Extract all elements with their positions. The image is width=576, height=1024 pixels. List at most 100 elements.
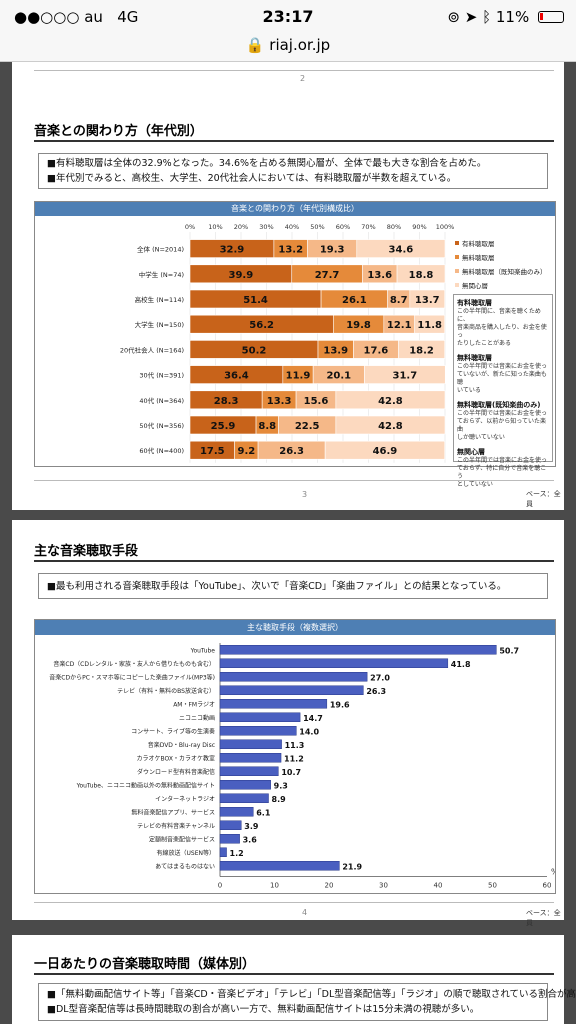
slide-title: 一日あたりの音楽聴取時間（媒体別） <box>34 957 256 972</box>
bar-segment <box>335 390 446 410</box>
category-label: 有線放送（USEN等） <box>157 849 215 857</box>
slide-page-5: 一日あたりの音楽聴取時間（媒体別） ■「無料動画配信サイト等」「音楽CD・音楽ビ… <box>12 935 576 1024</box>
location-icon: ➤ <box>464 8 478 26</box>
definition-text: たりしたことがある <box>457 340 512 347</box>
category-label: 30代 (N=391) <box>139 371 184 380</box>
x-tick-label: 70% <box>361 223 375 231</box>
summary-box: ■有料聴取層は全体の32.9%となった。34.6%を占める無関心層が、全体で最も… <box>38 153 548 189</box>
summary-bullet: ■「無料動画配信サイト等」「音楽CD・音楽ビデオ」「テレビ」「DL型音楽配信等」… <box>47 989 576 1000</box>
bar <box>219 861 340 871</box>
data-label: 26.1 <box>342 295 367 306</box>
data-label: 13.3 <box>267 396 292 407</box>
definition-title: 無料聴取層 <box>457 354 492 362</box>
x-tick-label: 80% <box>387 223 401 231</box>
x-tick-label: 100% <box>436 223 455 231</box>
status-bar: ●●○○○ au 4G 23:17 ⊚ ➤ ᛒ 11% <box>0 0 576 34</box>
category-label: 大学生 (N=150) <box>135 320 184 329</box>
data-label: 27.0 <box>370 673 390 682</box>
data-label: 14.0 <box>299 727 319 736</box>
category-label: あてはまるものはない <box>155 863 215 870</box>
summary-bullet: ■有料聴取層は全体の32.9%となった。34.6%を占める無関心層が、全体で最も… <box>47 158 487 169</box>
data-label: 26.3 <box>366 687 386 696</box>
page-number: 2 <box>300 74 306 83</box>
x-tick-label: 50 <box>488 882 497 890</box>
definition-text: ていないが、新たに知った楽曲も聴 <box>457 371 547 386</box>
address-bar[interactable]: 🔒 riaj.or.jp <box>0 34 576 62</box>
definition-text: としていない <box>457 481 493 488</box>
category-label: インターネットラジオ <box>155 795 215 803</box>
category-label: テレビ（有料・無料のBS放送含む） <box>117 687 215 695</box>
data-label: 19.3 <box>320 245 345 256</box>
bar <box>219 753 282 763</box>
battery-percent: 11% <box>495 8 530 26</box>
bar <box>219 645 497 655</box>
x-tick-label: 60% <box>336 223 350 231</box>
chart-frame: 音楽との関わり方（年代別構成比） 0% 10% 20% 30% 40% 50% 60% 70%… <box>34 201 556 488</box>
data-label: 18.2 <box>409 345 434 356</box>
data-label: 21.9 <box>342 862 362 871</box>
data-label: 19.6 <box>330 700 350 709</box>
data-label: 9.2 <box>237 446 255 457</box>
stacked-bar-chart: 0% 10% 20% 30% 40% 50% 60% 70% 80% 90% 100% 全体 (N=2… <box>120 223 547 463</box>
data-label: 13.6 <box>367 270 392 281</box>
definition-text: ておらず、以前から知っていた楽曲 <box>457 418 546 433</box>
data-label: 1.2 <box>230 849 244 858</box>
data-label: 10.7 <box>281 768 301 777</box>
data-label: 19.8 <box>346 320 371 331</box>
category-label: 高校生 (N=114) <box>135 295 184 304</box>
page-number: 4 <box>302 908 308 917</box>
bar <box>219 685 364 695</box>
bar <box>219 766 279 776</box>
data-label: 22.5 <box>295 421 320 432</box>
chart-frame: 主な聴取手段（複数選択） 0 10 20 30 40 50 60% YouTube 50.7 音楽… <box>34 619 559 894</box>
definition-title: 有料聴取層 <box>457 299 492 307</box>
data-label: 18.8 <box>409 270 434 281</box>
x-tick-label: 10% <box>208 223 222 231</box>
data-label: 34.6 <box>389 245 414 256</box>
status-icons: ⊚ ➤ ᛒ 11% <box>447 8 564 26</box>
summary-bullet: ■DL型音楽配信等は長時間聴取の割合が高い一方で、無料動画配信サイトは15分未満… <box>47 1004 480 1015</box>
x-tick-label: 30% <box>259 223 273 231</box>
category-label: AM・FMラジオ <box>173 701 215 708</box>
lock-icon: 🔒 <box>245 36 265 54</box>
data-label: 50.2 <box>242 345 267 356</box>
data-label: 8.7 <box>390 295 408 306</box>
x-tick-label: 0 <box>218 882 222 890</box>
bar <box>219 834 240 844</box>
category-label: 定額制音楽配信サービス <box>149 835 215 843</box>
data-label: 28.3 <box>214 396 239 407</box>
base-note: ベース：全員 <box>526 490 561 508</box>
legend-label: 無関心層 <box>462 281 488 290</box>
bar <box>219 712 301 722</box>
summary-bullet: ■最も利用される音楽聴取手段は「YouTube」、次いで「音楽CD」「楽曲ファイ… <box>47 581 507 592</box>
definition-text: しか聴いていない <box>457 434 505 441</box>
data-label: 11.2 <box>284 754 304 763</box>
legend-swatch <box>455 241 459 245</box>
chart-header: 主な聴取手段（複数選択） <box>35 620 555 635</box>
bar <box>219 820 242 830</box>
legend-label: 無料聴取層（既知楽曲のみ） <box>462 267 547 276</box>
category-label: カラオケBOX・カラオケ教室 <box>137 754 215 762</box>
data-label: 17.6 <box>364 345 389 356</box>
slide-page-3: 音楽との関わり方（年代別） ■有料聴取層は全体の32.9%となった。34.6%を… <box>12 100 564 510</box>
definition-text: この半年間では音楽にお金を使っ <box>457 410 548 417</box>
data-label: 50.7 <box>499 646 519 655</box>
clock: 23:17 <box>262 7 314 26</box>
bar <box>219 793 269 803</box>
summary-box: ■最も利用される音楽聴取手段は「YouTube」、次いで「音楽CD」「楽曲ファイ… <box>38 573 548 599</box>
bar <box>219 780 271 790</box>
data-label: 13.7 <box>415 295 440 306</box>
category-label: ニコニコ動画 <box>179 714 215 722</box>
data-label: 31.7 <box>392 371 417 382</box>
data-label: 13.2 <box>278 245 303 256</box>
data-label: 8.8 <box>258 421 276 432</box>
slide-title: 主な音楽聴取手段 <box>34 544 139 559</box>
definition-text: ておらず、特に自分で音楽を聴こう <box>457 465 547 480</box>
data-label: 36.4 <box>224 371 249 382</box>
bar <box>219 658 449 668</box>
data-label: 3.9 <box>244 822 259 831</box>
slide-page-4: 主な音楽聴取手段 ■最も利用される音楽聴取手段は「YouTube」、次いで「音楽… <box>12 520 564 927</box>
category-label: 60代 (N=400) <box>139 446 184 455</box>
legend-swatch <box>455 283 459 287</box>
category-label: 50代 (N=356) <box>139 421 184 430</box>
